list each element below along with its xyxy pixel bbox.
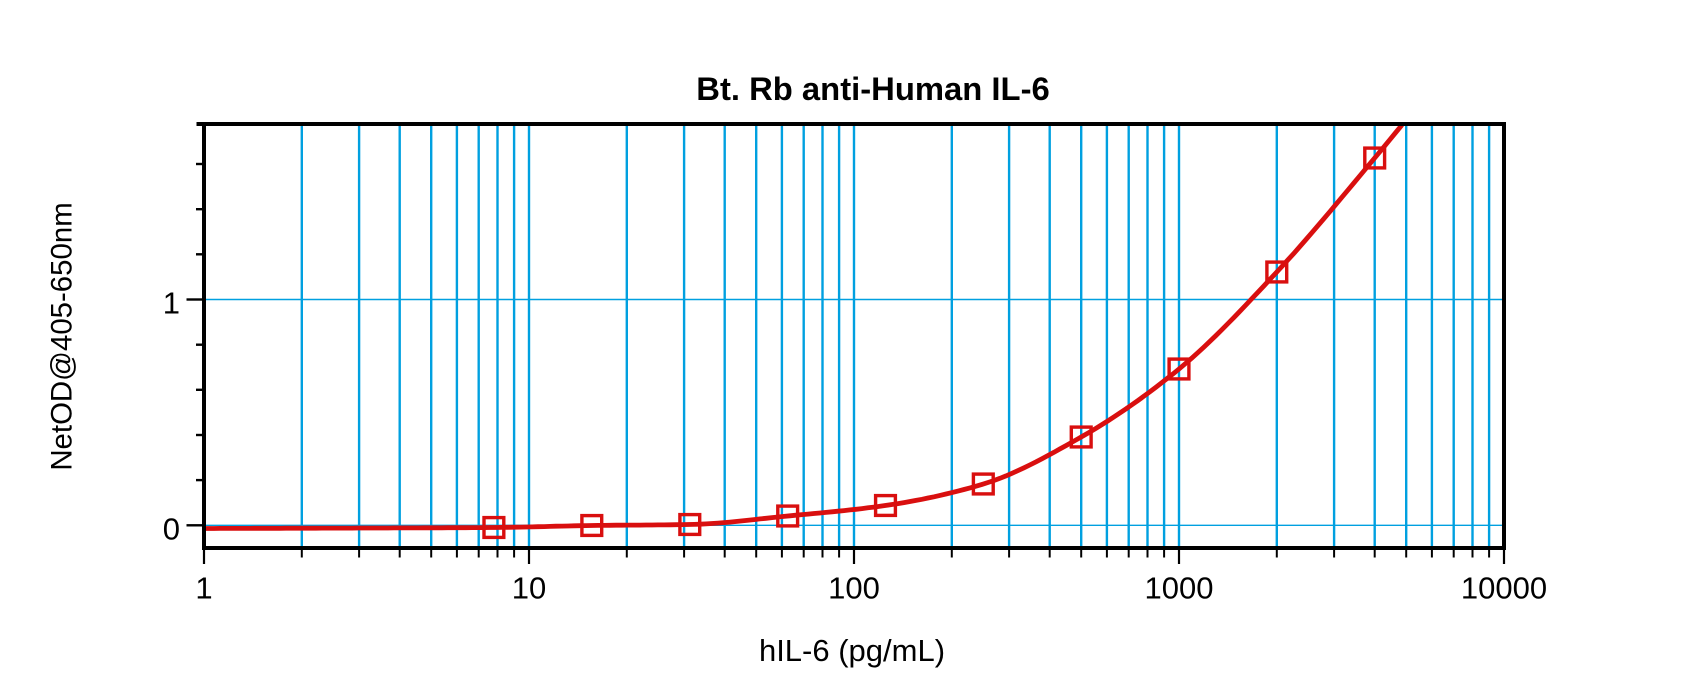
svg-text:0: 0	[163, 511, 180, 546]
svg-text:1: 1	[195, 571, 212, 606]
svg-text:100: 100	[828, 571, 880, 606]
svg-text:Bt. Rb anti-Human IL-6: Bt. Rb anti-Human IL-6	[696, 70, 1049, 107]
svg-text:10000: 10000	[1461, 571, 1547, 606]
svg-text:10: 10	[512, 571, 546, 606]
svg-text:1: 1	[163, 286, 180, 321]
svg-text:1000: 1000	[1145, 571, 1214, 606]
svg-text:NetOD@405-650nm: NetOD@405-650nm	[46, 202, 79, 470]
svg-text:hIL-6 (pg/mL): hIL-6 (pg/mL)	[759, 633, 945, 668]
